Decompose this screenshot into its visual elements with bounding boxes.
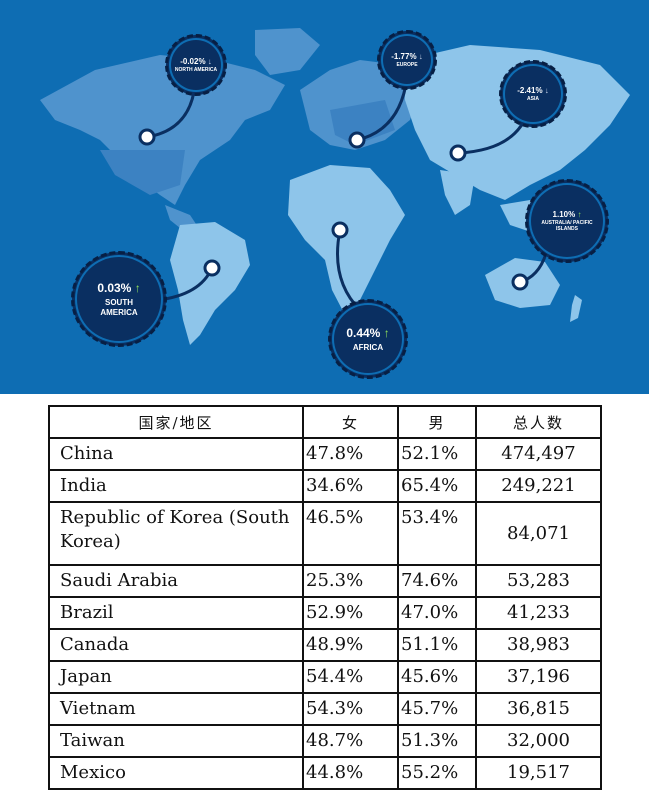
cell-country: Japan bbox=[48, 660, 304, 694]
table-row: Taiwan 48.7% 51.3% 32,000 bbox=[48, 724, 602, 758]
cell-male: 47.0% bbox=[397, 596, 477, 630]
africa-landmass bbox=[288, 165, 405, 315]
cell-country: Brazil bbox=[48, 596, 304, 630]
badge-australia-name: Australia/ Pacific Islands bbox=[541, 219, 593, 232]
badge-south-america-pct: 0.03% ↑ bbox=[97, 281, 141, 296]
cell-country: Vietnam bbox=[48, 692, 304, 726]
cell-total: 474,497 bbox=[475, 437, 602, 471]
cell-male: 51.1% bbox=[397, 628, 477, 662]
cell-total: 37,196 bbox=[475, 660, 602, 694]
pin-north-america bbox=[138, 128, 156, 146]
badge-south-america: 0.03% ↑ South America bbox=[71, 251, 167, 347]
cell-female: 48.7% bbox=[302, 724, 399, 758]
world-map-graphic bbox=[40, 28, 630, 345]
table-row: Canada 48.9% 51.1% 38,983 bbox=[48, 628, 602, 662]
cell-total: 32,000 bbox=[475, 724, 602, 758]
connector-africa bbox=[336, 229, 362, 312]
badge-africa: 0.44% ↑ Africa bbox=[328, 299, 408, 379]
cell-country: Republic of Korea (South Korea) bbox=[48, 501, 304, 566]
cell-male: 51.3% bbox=[397, 724, 477, 758]
cell-country: Mexico bbox=[48, 756, 304, 790]
badge-africa-name: Africa bbox=[352, 342, 384, 352]
cell-total: 19,517 bbox=[475, 756, 602, 790]
north-america-highlight bbox=[100, 150, 185, 195]
cell-male: 74.6% bbox=[397, 564, 477, 598]
table-row: Mexico 44.8% 55.2% 19,517 bbox=[48, 756, 602, 790]
cell-female: 25.3% bbox=[302, 564, 399, 598]
table-row: Republic of Korea (South Korea) 46.5% 53… bbox=[48, 501, 602, 566]
world-map-infographic: -0.02% ↓ North America -1.77% ↓ Europe -… bbox=[0, 0, 649, 394]
cell-total: 53,283 bbox=[475, 564, 602, 598]
badge-north-america-pct: -0.02% ↓ bbox=[180, 56, 212, 66]
cell-male: 65.4% bbox=[397, 469, 477, 503]
cell-country: China bbox=[48, 437, 304, 471]
cell-female: 46.5% bbox=[302, 501, 399, 566]
badge-north-america: -0.02% ↓ North America bbox=[165, 34, 227, 96]
connector-europe bbox=[356, 77, 409, 142]
table-row: Brazil 52.9% 47.0% 41,233 bbox=[48, 596, 602, 630]
india-landmass bbox=[440, 170, 475, 215]
table-row: China 47.8% 52.1% 474,497 bbox=[48, 437, 602, 471]
population-table: 国家/地区 女 男 总人数 China 47.8% 52.1% 474,497 … bbox=[48, 405, 602, 790]
cell-female: 48.9% bbox=[302, 628, 399, 662]
cell-female: 44.8% bbox=[302, 756, 399, 790]
badge-south-america-name: South America bbox=[100, 298, 138, 317]
badge-australia-pct: 1.10% ↑ bbox=[552, 209, 582, 219]
header-male: 男 bbox=[397, 405, 477, 439]
header-female: 女 bbox=[302, 405, 399, 439]
cell-male: 45.6% bbox=[397, 660, 477, 694]
badge-europe: -1.77% ↓ Europe bbox=[377, 30, 437, 90]
pin-africa bbox=[331, 221, 349, 239]
table-row: India 34.6% 65.4% 249,221 bbox=[48, 469, 602, 503]
cell-male: 55.2% bbox=[397, 756, 477, 790]
badge-europe-pct: -1.77% ↓ bbox=[391, 51, 423, 61]
cell-total: 38,983 bbox=[475, 628, 602, 662]
header-country-region: 国家/地区 bbox=[48, 405, 304, 439]
cell-female: 54.4% bbox=[302, 660, 399, 694]
badge-asia-name: Asia bbox=[527, 95, 539, 102]
new-zealand-landmass bbox=[570, 295, 582, 322]
cell-country: Saudi Arabia bbox=[48, 564, 304, 598]
cell-male: 45.7% bbox=[397, 692, 477, 726]
cell-female: 47.8% bbox=[302, 437, 399, 471]
pin-europe bbox=[348, 131, 366, 149]
cell-total: 41,233 bbox=[475, 596, 602, 630]
table-row: Vietnam 54.3% 45.7% 36,815 bbox=[48, 692, 602, 726]
greenland-landmass bbox=[255, 28, 320, 75]
badge-australia: 1.10% ↑ Australia/ Pacific Islands bbox=[525, 179, 609, 263]
europe-highlight bbox=[330, 100, 395, 145]
south-america-landmass bbox=[170, 222, 250, 345]
table-header-row: 国家/地区 女 男 总人数 bbox=[48, 405, 602, 439]
cell-female: 54.3% bbox=[302, 692, 399, 726]
badge-north-america-name: North America bbox=[174, 66, 218, 73]
badge-asia-pct: -2.41% ↓ bbox=[517, 85, 549, 95]
cell-male: 52.1% bbox=[397, 437, 477, 471]
badge-europe-name: Europe bbox=[396, 61, 418, 68]
north-america-landmass bbox=[40, 55, 285, 205]
cell-male: 53.4% bbox=[397, 501, 477, 566]
map-pins bbox=[138, 128, 529, 291]
cell-total: 249,221 bbox=[475, 469, 602, 503]
pin-asia bbox=[449, 144, 467, 162]
table-row: Saudi Arabia 25.3% 74.6% 53,283 bbox=[48, 564, 602, 598]
cell-total: 84,071 bbox=[475, 501, 602, 566]
header-total: 总人数 bbox=[475, 405, 602, 439]
cell-country: Taiwan bbox=[48, 724, 304, 758]
pin-south-america bbox=[203, 259, 221, 277]
cell-country: India bbox=[48, 469, 304, 503]
cell-total: 36,815 bbox=[475, 692, 602, 726]
table-row: Japan 54.4% 45.6% 37,196 bbox=[48, 660, 602, 694]
cell-country: Canada bbox=[48, 628, 304, 662]
cell-female: 52.9% bbox=[302, 596, 399, 630]
cell-female: 34.6% bbox=[302, 469, 399, 503]
badge-africa-pct: 0.44% ↑ bbox=[346, 325, 390, 340]
asia-landmass bbox=[405, 45, 630, 200]
pin-australia bbox=[511, 273, 529, 291]
badge-asia: -2.41% ↓ Asia bbox=[499, 60, 567, 128]
